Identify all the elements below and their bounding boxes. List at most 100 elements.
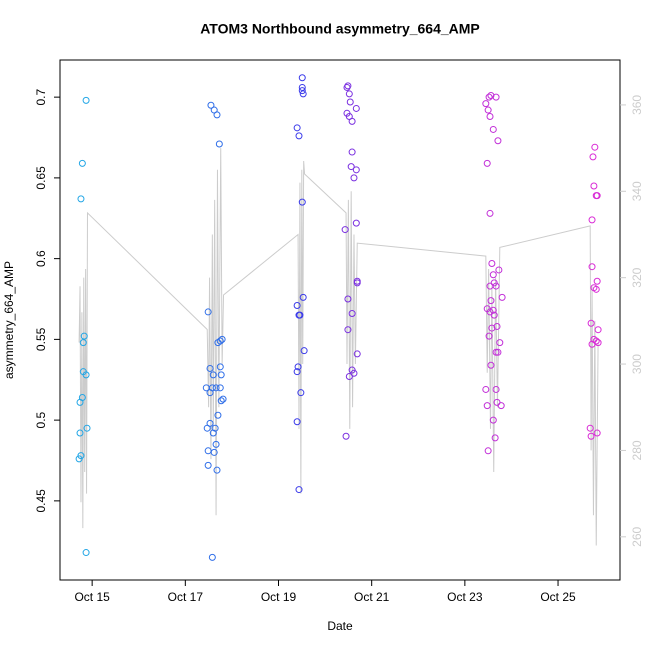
point: [589, 153, 597, 161]
point: [78, 159, 86, 167]
point: [347, 163, 355, 171]
y2-tick-label: 360: [630, 95, 644, 115]
point: [293, 368, 301, 376]
point: [298, 83, 306, 91]
point: [344, 326, 352, 334]
point: [206, 364, 214, 372]
point: [593, 429, 601, 437]
point: [210, 448, 218, 456]
point: [204, 461, 212, 469]
point: [486, 282, 494, 290]
point: [483, 305, 491, 313]
point: [77, 195, 85, 203]
y-tick-label: 0.6: [34, 250, 48, 267]
y2-tick-label: 260: [630, 526, 644, 546]
point: [219, 395, 227, 403]
point: [213, 466, 221, 474]
point: [300, 347, 308, 355]
point: [209, 429, 217, 437]
point: [490, 311, 498, 319]
point: [293, 124, 301, 132]
point: [212, 384, 220, 392]
point: [209, 371, 217, 379]
point: [485, 93, 493, 101]
point: [587, 432, 595, 440]
point: [586, 424, 594, 432]
point: [495, 266, 503, 274]
point: [217, 397, 225, 405]
point: [492, 93, 500, 101]
point: [350, 174, 358, 182]
point: [588, 216, 596, 224]
x-tick-label: Oct 23: [447, 590, 483, 604]
point: [218, 335, 226, 343]
point: [82, 371, 90, 379]
point: [483, 402, 491, 410]
point: [294, 363, 302, 371]
point: [213, 111, 221, 119]
point: [204, 447, 212, 455]
plot-frame: [59, 59, 621, 581]
point: [343, 83, 351, 91]
point: [486, 209, 494, 217]
y2-line: [78, 148, 599, 546]
x-tick-label: Oct 17: [168, 590, 204, 604]
point: [76, 429, 84, 437]
point: [82, 549, 90, 557]
point: [352, 219, 360, 227]
x-axis-label: Date: [327, 619, 353, 633]
point: [293, 301, 301, 309]
x-tick-label: Oct 15: [74, 590, 110, 604]
point: [214, 411, 222, 419]
point: [293, 418, 301, 426]
point: [484, 106, 492, 114]
point: [216, 384, 224, 392]
point: [348, 117, 356, 125]
point: [75, 455, 83, 463]
point: [489, 271, 497, 279]
y2-tick-label: 300: [630, 354, 644, 374]
point: [345, 90, 353, 98]
x-tick-label: Oct 19: [261, 590, 297, 604]
point: [217, 371, 225, 379]
point: [494, 137, 502, 145]
point: [211, 424, 219, 432]
y2-tick-label: 320: [630, 267, 644, 287]
point: [590, 182, 598, 190]
y-tick-label: 0.45: [34, 489, 48, 513]
x-tick-label: Oct 21: [354, 590, 390, 604]
point: [79, 339, 87, 347]
point: [588, 340, 596, 348]
point: [82, 96, 90, 104]
point: [206, 419, 214, 427]
point: [299, 293, 307, 301]
point: [299, 90, 307, 98]
point: [491, 434, 499, 442]
point: [206, 389, 214, 397]
point: [346, 98, 354, 106]
point: [592, 285, 600, 293]
point: [298, 74, 306, 82]
point: [295, 486, 303, 494]
point: [594, 326, 602, 334]
point: [295, 311, 303, 319]
point: [342, 432, 350, 440]
chart-title: ATOM3 Northbound asymmetry_664_AMP: [200, 21, 480, 37]
point: [493, 322, 501, 330]
y-tick-label: 0.65: [34, 166, 48, 190]
point: [487, 297, 495, 305]
point: [482, 385, 490, 393]
y2-tick-label: 280: [630, 440, 644, 460]
point: [593, 277, 601, 285]
point: [353, 279, 361, 287]
point: [494, 348, 502, 356]
y2-tick-label: 340: [630, 181, 644, 201]
point: [348, 310, 356, 318]
point: [352, 166, 360, 174]
point: [492, 385, 500, 393]
point: [83, 424, 91, 432]
point: [207, 101, 215, 109]
point: [341, 226, 349, 234]
point: [489, 416, 497, 424]
point: [492, 348, 500, 356]
